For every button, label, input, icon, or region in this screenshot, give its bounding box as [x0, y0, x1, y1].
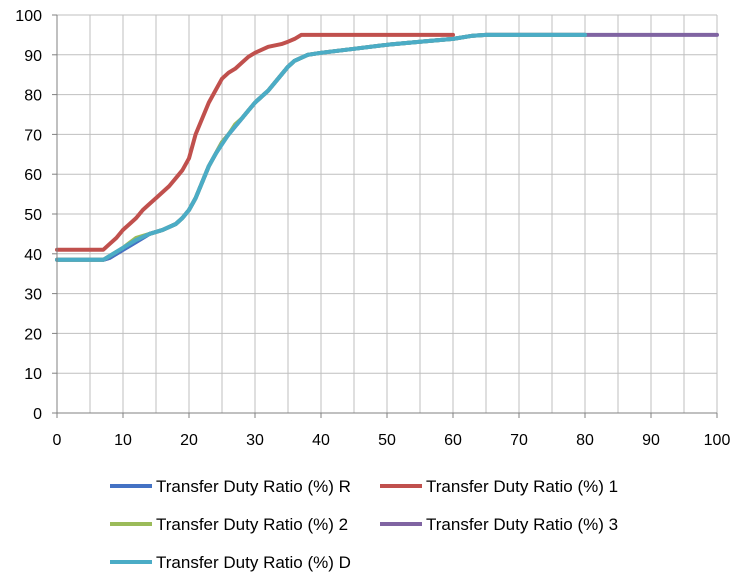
y-tick-label: 30: [24, 287, 42, 304]
x-tick-label: 80: [576, 432, 594, 449]
x-tick-label: 60: [444, 432, 462, 449]
y-tick-label: 20: [24, 326, 42, 343]
y-tick-label: 80: [24, 88, 42, 105]
grid: [56, 14, 718, 414]
legend-label-4: Transfer Duty Ratio (%) 3: [426, 515, 618, 534]
y-tick-label: 40: [24, 247, 42, 264]
x-tick-label: 100: [704, 432, 731, 449]
y-tick-label: 0: [33, 406, 42, 423]
x-tick-label: 10: [114, 432, 132, 449]
legend: Transfer Duty Ratio (%) R Transfer Duty R…: [110, 477, 618, 572]
series-line-5: [55, 32, 587, 262]
legend-label-1: Transfer Duty Ratio (%) R: [156, 477, 351, 496]
x-tick-label: 0: [53, 432, 62, 449]
x-tick-label: 70: [510, 432, 528, 449]
legend-label-5: Transfer Duty Ratio (%) D: [156, 553, 351, 572]
legend-label-3: Transfer Duty Ratio (%) 2: [156, 515, 348, 534]
y-tick-label: 10: [24, 366, 42, 383]
x-tick-label: 50: [378, 432, 396, 449]
y-tick-label: 90: [24, 48, 42, 65]
axes: [52, 14, 718, 418]
x-tick-label: 40: [312, 432, 330, 449]
x-tick-label: 90: [642, 432, 660, 449]
y-tick-label: 100: [15, 8, 42, 25]
series-line-2: [55, 32, 455, 252]
tick-labels: 0 10 20 30 40 50 60 70 80 90 100 0 10 20 30 40 50 60 70 80 9…: [15, 8, 730, 449]
y-tick-label: 50: [24, 207, 42, 224]
x-tick-label: 20: [180, 432, 198, 449]
legend-label-2: Transfer Duty Ratio (%) 1: [426, 477, 618, 496]
y-tick-label: 70: [24, 127, 42, 144]
x-tick-label: 30: [246, 432, 264, 449]
y-tick-label: 60: [24, 167, 42, 184]
series-lines: [55, 32, 719, 262]
